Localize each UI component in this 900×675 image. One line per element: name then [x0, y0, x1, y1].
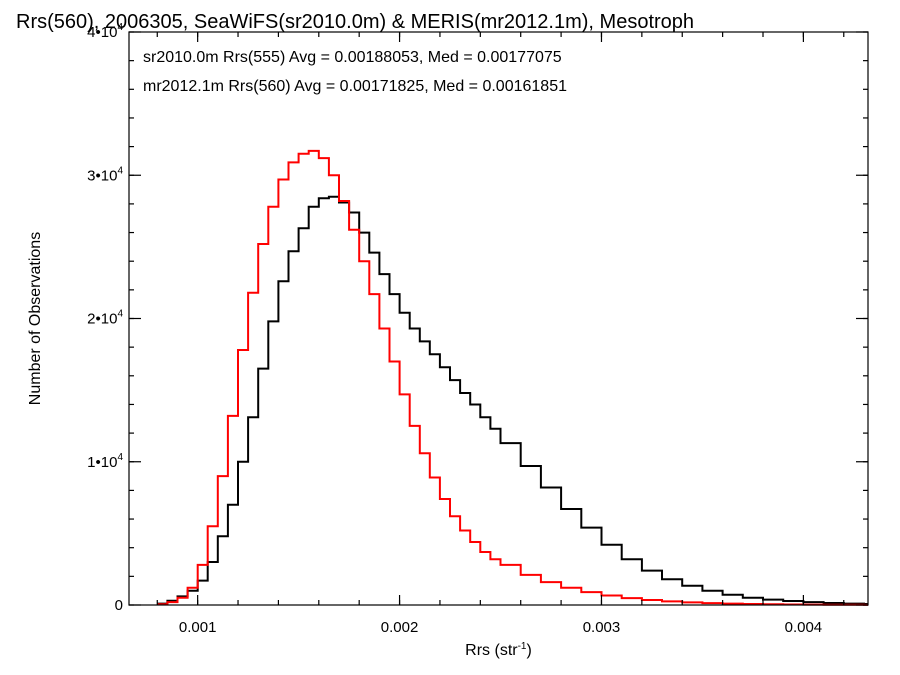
series-layer	[157, 149, 868, 606]
x-tick-label: 0.001	[179, 619, 217, 636]
legend-annotation-sr2010: sr2010.0m Rrs(555) Avg = 0.00188053, Med…	[143, 49, 562, 66]
y-tick-label: 2•104	[87, 309, 123, 328]
y-tick-label: 4•104	[87, 22, 123, 41]
y-tick-label: 3•104	[87, 165, 123, 184]
x-axis-label-exponent: -1	[518, 641, 527, 652]
y-axis-label: Number of Observations	[27, 232, 44, 405]
series-line-0	[157, 195, 868, 605]
y-axis: 0 1•104 2•104 3•104 4•104	[87, 22, 868, 614]
x-axis-label: Rrs (str-1)	[465, 641, 532, 659]
x-axis-label-text: Rrs (str	[465, 642, 518, 659]
y-tick-label: 0	[115, 597, 123, 614]
plot-frame	[128, 31, 869, 606]
x-tick-label: 0.002	[381, 619, 419, 636]
y-tick-label: 1•104	[87, 452, 123, 471]
x-tick-label: 0.004	[785, 619, 823, 636]
x-tick-label: 0.003	[583, 619, 621, 636]
x-axis-label-close: )	[527, 642, 532, 659]
x-axis: 0.001 0.002 0.003 0.004	[156, 32, 845, 636]
series-line-1	[157, 149, 868, 606]
legend-annotation-mr2012: mr2012.1m Rrs(560) Avg = 0.00171825, Med…	[143, 78, 567, 95]
chart-title: Rrs(560), 2006305, SeaWiFS(sr2010.0m) & …	[16, 11, 694, 33]
